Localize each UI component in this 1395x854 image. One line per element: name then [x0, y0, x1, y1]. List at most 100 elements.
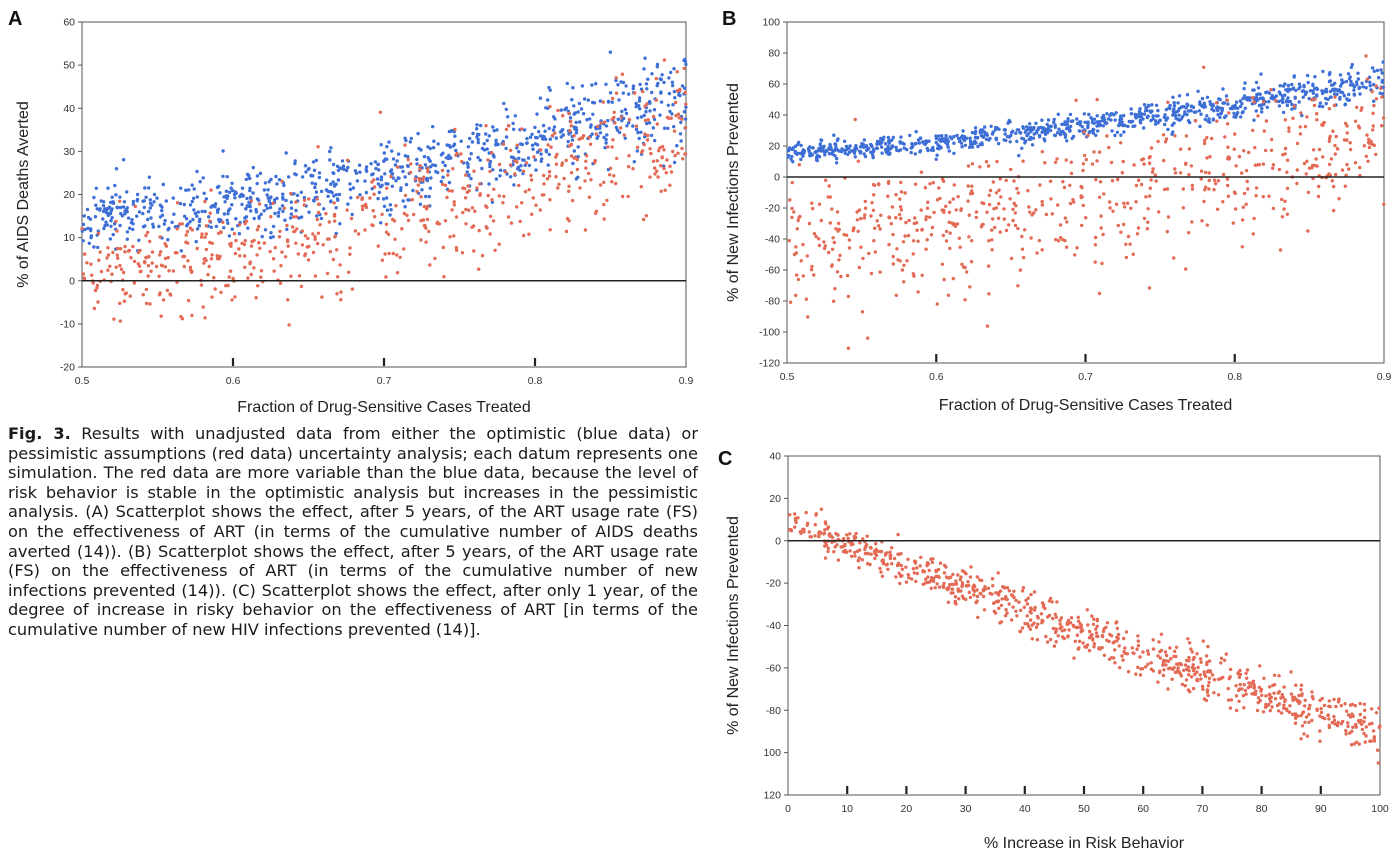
- data-point: [1187, 669, 1191, 673]
- data-point: [905, 259, 909, 263]
- data-point: [285, 238, 290, 242]
- data-point: [846, 294, 851, 299]
- data-point: [822, 532, 826, 536]
- data-point: [1360, 727, 1365, 732]
- data-point: [873, 250, 877, 254]
- data-point: [1040, 248, 1044, 252]
- data-point: [1300, 113, 1304, 118]
- data-point: [1327, 699, 1331, 703]
- data-point: [384, 230, 389, 234]
- data-point: [528, 135, 533, 139]
- data-point: [1240, 102, 1244, 106]
- data-point: [322, 207, 326, 211]
- data-point: [499, 168, 503, 172]
- data-point: [1054, 640, 1058, 644]
- data-point: [1147, 104, 1151, 108]
- data-point: [1117, 123, 1121, 128]
- data-point: [863, 154, 868, 159]
- data-point: [428, 165, 433, 169]
- data-point: [459, 139, 463, 143]
- data-point: [1017, 153, 1021, 158]
- data-point: [102, 200, 106, 204]
- data-point: [1371, 729, 1376, 733]
- data-point: [1372, 739, 1377, 743]
- data-point: [1139, 667, 1143, 671]
- data-point: [1044, 212, 1049, 217]
- data-point: [610, 96, 615, 101]
- data-point: [855, 549, 860, 553]
- data-point: [307, 197, 311, 201]
- data-point: [610, 100, 614, 104]
- data-point: [242, 242, 247, 247]
- data-point: [331, 162, 336, 167]
- data-point: [819, 149, 824, 153]
- data-point: [275, 196, 279, 200]
- series-red: [788, 507, 1382, 765]
- data-point: [1301, 95, 1305, 99]
- data-point: [614, 181, 618, 186]
- data-point: [1072, 200, 1076, 204]
- data-point: [1358, 701, 1362, 706]
- data-point: [924, 247, 928, 251]
- data-point: [999, 603, 1004, 608]
- data-point: [106, 246, 110, 250]
- data-point: [654, 76, 658, 81]
- data-point: [222, 226, 226, 230]
- data-point: [1277, 167, 1282, 172]
- data-point: [1094, 631, 1099, 635]
- data-point: [604, 137, 608, 142]
- data-point: [292, 229, 296, 234]
- data-point: [836, 221, 841, 226]
- data-point: [446, 156, 450, 160]
- data-point: [159, 314, 163, 318]
- data-point: [900, 268, 905, 272]
- data-point: [118, 301, 122, 305]
- data-point: [1366, 159, 1370, 163]
- y-tick-label: 80: [768, 48, 780, 60]
- data-point: [141, 293, 145, 297]
- data-point: [293, 172, 297, 176]
- data-point: [179, 249, 183, 253]
- data-point: [426, 170, 430, 174]
- data-point: [925, 238, 929, 242]
- data-point: [1032, 590, 1037, 594]
- data-point: [209, 225, 213, 229]
- data-point: [498, 174, 502, 178]
- data-point: [947, 220, 951, 224]
- data-point: [135, 192, 140, 197]
- data-point: [843, 151, 847, 155]
- data-point: [1287, 710, 1292, 714]
- data-point: [1181, 206, 1185, 210]
- data-point: [1331, 208, 1336, 213]
- data-point: [1058, 236, 1063, 240]
- data-point: [1296, 698, 1300, 703]
- data-point: [1135, 232, 1140, 236]
- data-point: [316, 145, 320, 149]
- data-point: [243, 265, 247, 269]
- data-point: [657, 149, 661, 153]
- data-point: [1135, 647, 1139, 651]
- data-point: [991, 180, 995, 184]
- data-point: [494, 138, 498, 142]
- data-point: [898, 197, 902, 201]
- data-point: [954, 602, 958, 606]
- data-point: [466, 162, 470, 167]
- data-point: [203, 199, 207, 204]
- data-point: [810, 146, 815, 150]
- data-point: [1206, 644, 1210, 649]
- data-point: [645, 138, 650, 142]
- data-point: [1045, 122, 1049, 127]
- data-point: [1252, 88, 1256, 92]
- data-point: [1028, 618, 1033, 622]
- data-point: [963, 298, 967, 302]
- data-point: [98, 250, 102, 254]
- data-point: [222, 195, 226, 199]
- data-point: [1163, 113, 1167, 117]
- data-point: [307, 210, 311, 214]
- data-point: [929, 233, 934, 237]
- data-point: [980, 201, 984, 205]
- data-point: [806, 315, 810, 319]
- data-point: [1053, 160, 1058, 164]
- data-point: [861, 256, 865, 261]
- data-point: [987, 202, 992, 207]
